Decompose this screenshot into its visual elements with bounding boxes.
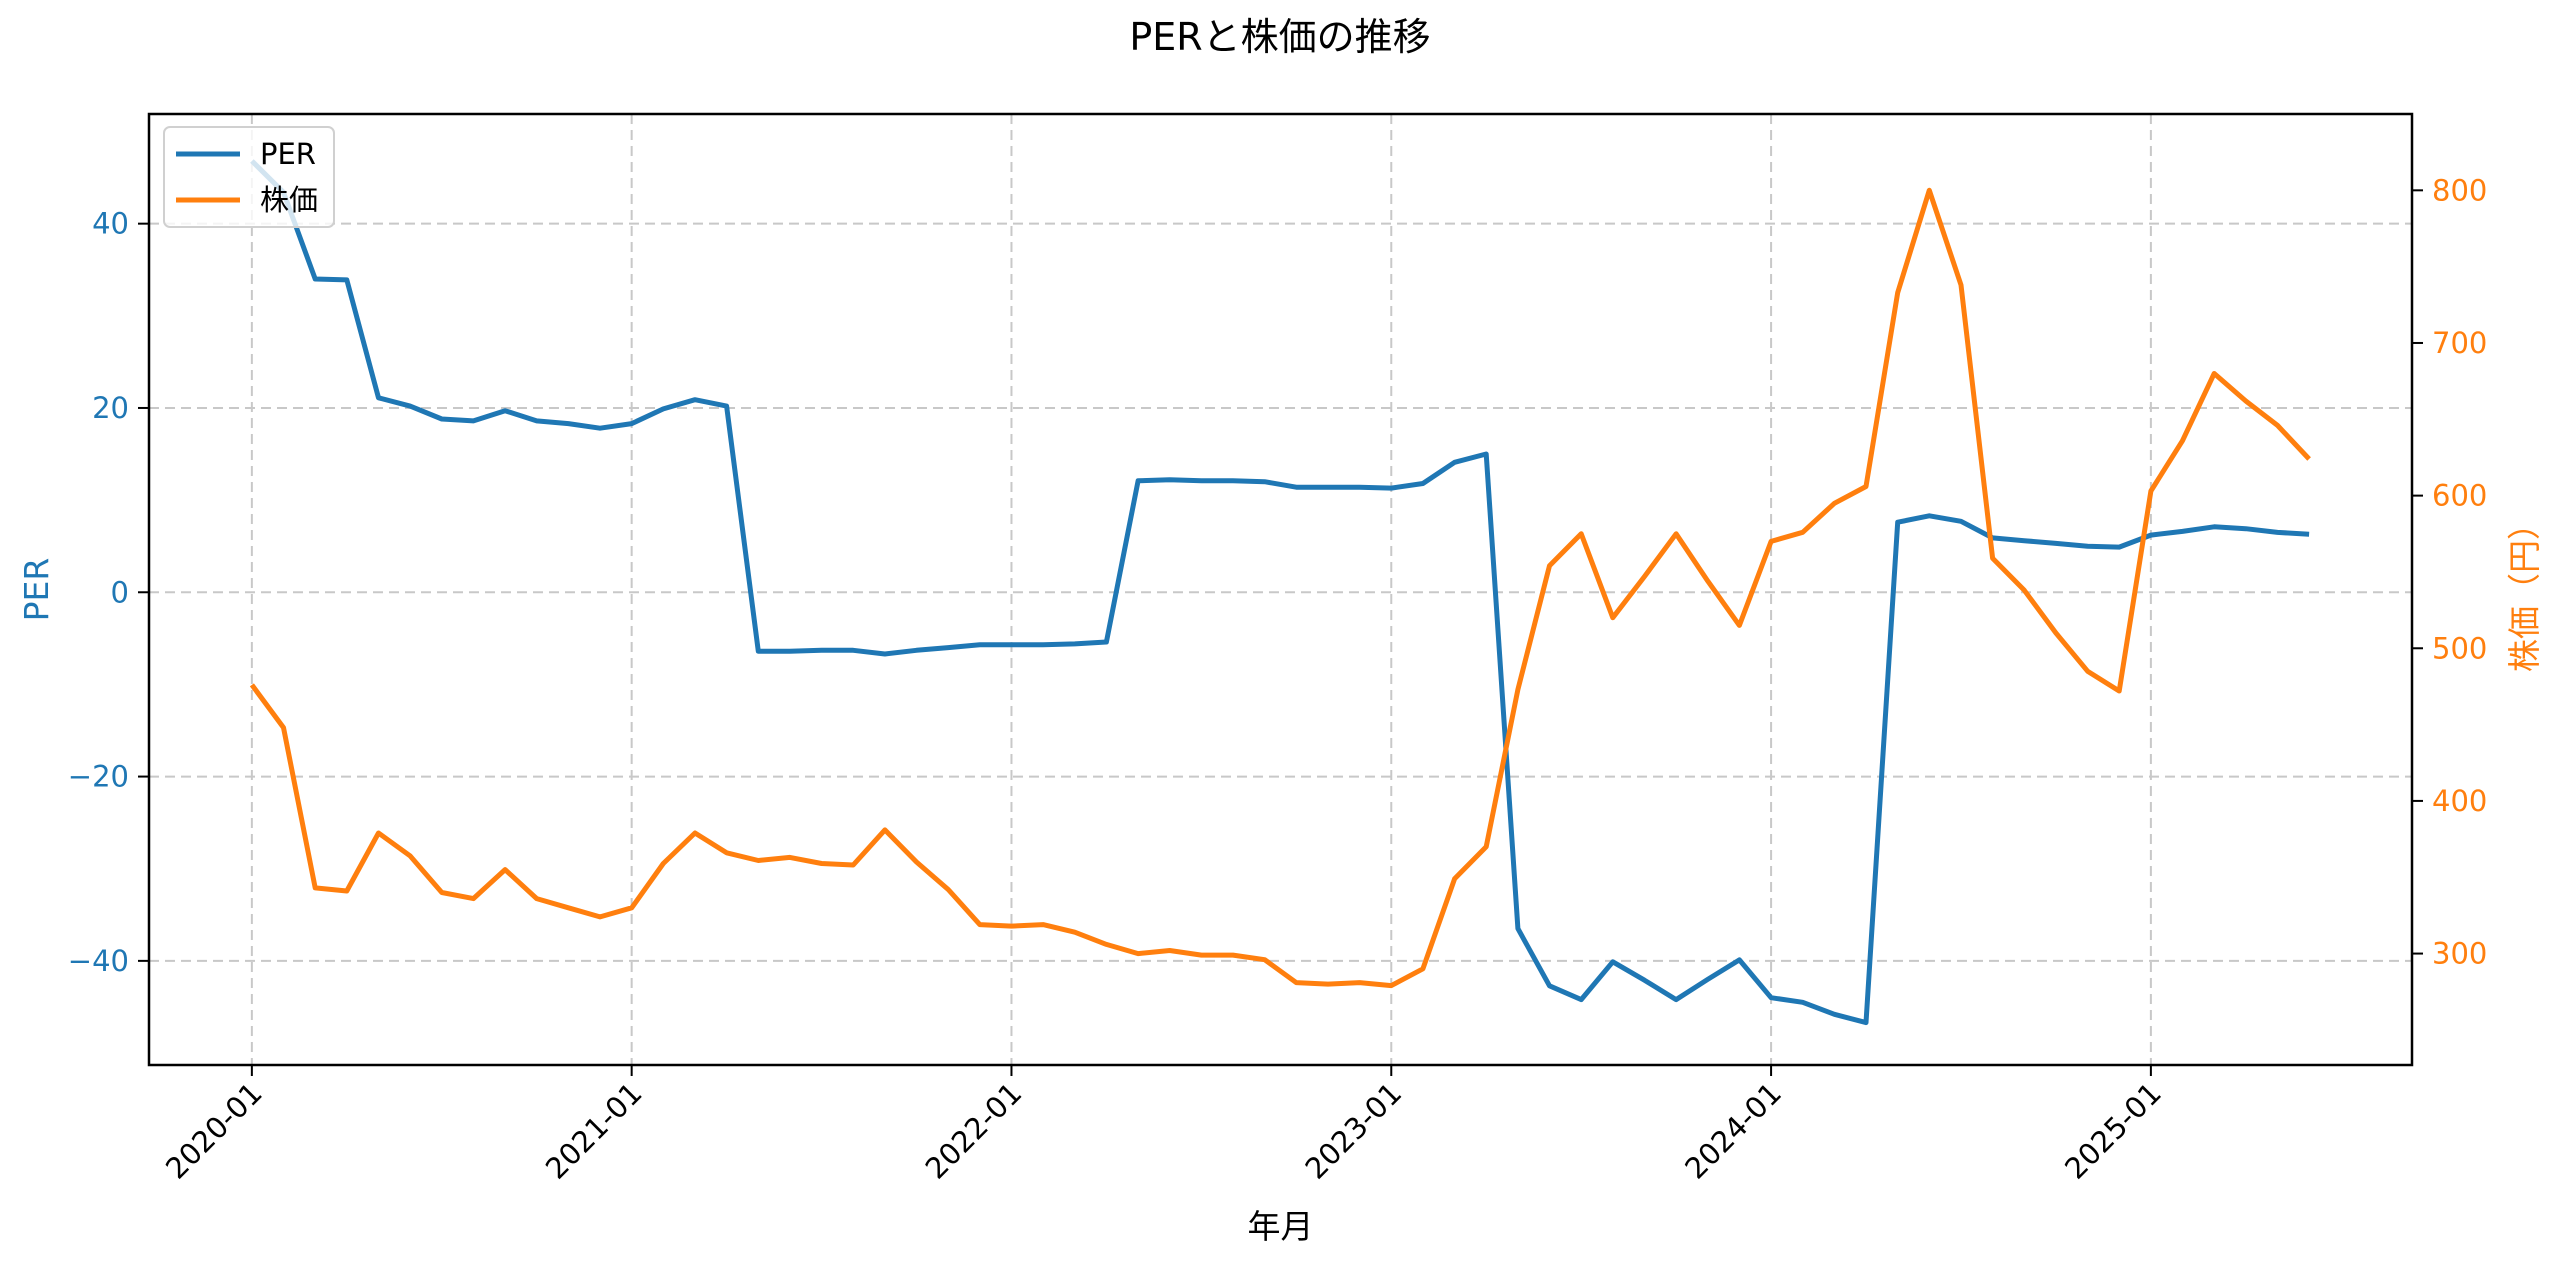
- left-tick-label: 40: [92, 207, 129, 241]
- x-tick-label: 2023-01: [1299, 1076, 1409, 1186]
- price-line: [249, 187, 2311, 989]
- legend-label-price: 株価: [260, 183, 318, 217]
- right-tick-label: 400: [2432, 784, 2487, 818]
- x-tick-label: 2021-01: [539, 1076, 649, 1186]
- right-tick-label: 600: [2432, 479, 2487, 513]
- right-tick-label: 700: [2432, 326, 2487, 360]
- legend-label-per: PER: [260, 137, 316, 171]
- right-tick-label: 300: [2432, 937, 2487, 971]
- left-tick-label: 0: [111, 575, 129, 609]
- right-tick-label: 500: [2432, 631, 2487, 665]
- x-axis-title: 年月: [1248, 1207, 1314, 1246]
- plot-area-frame: [147, 112, 2414, 1067]
- left-tick-label: −20: [68, 760, 129, 794]
- grid-lines: [149, 114, 2412, 1065]
- data-series: [249, 159, 2311, 1026]
- left-tick-label: −40: [68, 944, 129, 978]
- left-y-axis: 40 20 0 −20 −40: [68, 207, 149, 978]
- left-axis-title: PER: [17, 558, 56, 622]
- x-tick-label: 2024-01: [1678, 1076, 1788, 1186]
- x-tick-label: 2025-01: [2058, 1076, 2168, 1186]
- right-y-axis: 800 700 600 500 400 300: [2412, 173, 2487, 971]
- x-axis: 2020-01 2021-01 2022-01 2023-01 2024-01 2025-…: [159, 1065, 2168, 1186]
- legend: PER 株価: [163, 126, 335, 228]
- chart-title: PERと株価の推移: [1129, 15, 1430, 59]
- x-tick-label: 2022-01: [919, 1076, 1029, 1186]
- left-tick-label: 20: [92, 391, 129, 425]
- per-line: [250, 159, 2310, 1026]
- x-tick-label: 2020-01: [159, 1076, 269, 1186]
- right-tick-label: 800: [2432, 173, 2487, 207]
- right-axis-title: 株価（円）: [2505, 507, 2544, 672]
